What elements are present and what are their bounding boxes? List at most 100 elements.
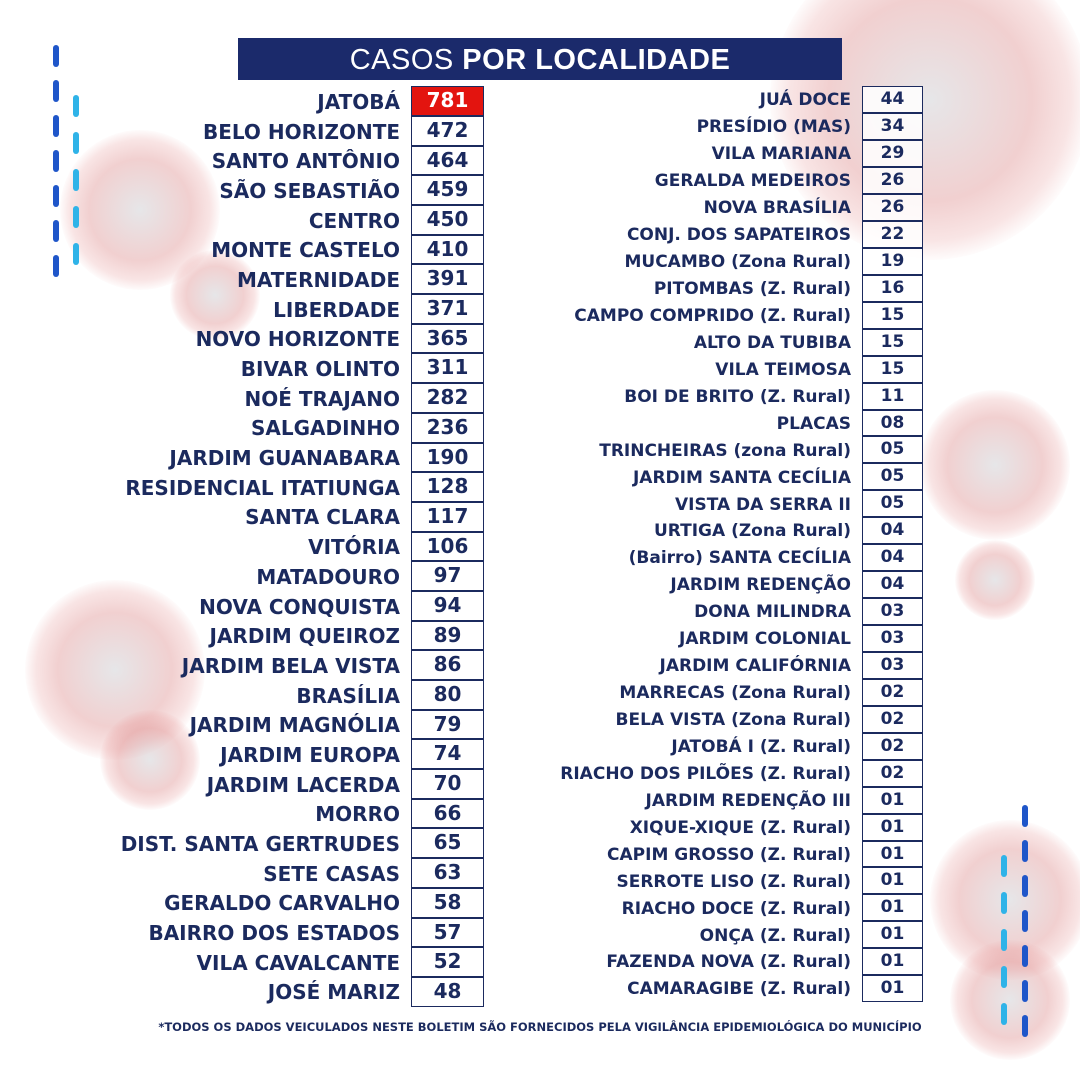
locality-name: DIST. SANTA GERTRUDES [120, 832, 400, 857]
table-row: JARDIM MAGNÓLIA 79 [100, 709, 484, 740]
table-row: NOVA CONQUISTA 94 [100, 590, 484, 622]
locality-name: JARDIM BELA VISTA [181, 653, 400, 678]
locality-name: NOVO HORIZONTE [195, 327, 400, 352]
locality-name: JATOBÁ I (Z. Rural) [671, 736, 851, 757]
case-count: 01 [862, 948, 923, 976]
locality-name: ALTO DA TUBIBA [693, 332, 851, 353]
case-count: 236 [411, 412, 484, 443]
title-light: CASOS [349, 44, 463, 76]
case-count: 04 [862, 517, 923, 545]
table-row: JARDIM COLONIAL 03 [529, 625, 923, 653]
table-row: CAMARAGIBE (Z. Rural) 01 [529, 975, 923, 1003]
table-row: MATADOURO 97 [100, 561, 484, 592]
table-row: MONTE CASTELO 410 [100, 234, 484, 265]
case-count: 22 [862, 220, 923, 248]
locality-name: NOVA BRASÍLIA [703, 198, 851, 219]
dash-decoration [1022, 840, 1028, 862]
locality-name: LIBERDADE [273, 297, 400, 322]
dash-decoration [1022, 980, 1028, 1002]
dash-decoration [53, 255, 59, 277]
table-row: JARDIM QUEIROZ 89 [100, 620, 484, 651]
locality-name: BOI DE BRITO (Z. Rural) [624, 386, 851, 407]
locality-name: SANTO ANTÔNIO [211, 149, 400, 174]
case-count: 464 [411, 145, 484, 176]
locality-name: JOSÉ MARIZ [267, 980, 400, 1005]
locality-name: JARDIM EUROPA [220, 742, 400, 767]
locality-name: VILA CAVALCANTE [196, 950, 400, 975]
locality-name: JARDIM LACERDA [206, 772, 400, 797]
dash-decoration [53, 150, 59, 172]
case-count: 05 [862, 463, 923, 491]
virus-illustration [950, 940, 1070, 1060]
table-row: JUÁ DOCE 44 [529, 86, 923, 114]
table-row: JARDIM LACERDA 70 [100, 769, 484, 800]
case-count: 04 [862, 544, 923, 572]
case-count: 01 [862, 975, 923, 1003]
case-count: 15 [862, 328, 923, 356]
table-row: BRASÍLIA 80 [100, 680, 484, 711]
dash-decoration [1022, 945, 1028, 967]
case-count: 48 [411, 976, 484, 1007]
locality-name: GERALDO CARVALHO [164, 891, 400, 916]
case-count: 29 [862, 140, 923, 168]
case-count: 02 [862, 678, 923, 706]
virus-illustration [60, 130, 220, 290]
locality-name: RESIDENCIAL ITATIUNGA [125, 475, 400, 500]
case-count: 01 [862, 813, 923, 841]
locality-name: JARDIM MAGNÓLIA [189, 713, 400, 738]
case-count: 03 [862, 598, 923, 625]
dash-decoration [73, 169, 79, 191]
table-row: VILA CAVALCANTE 52 [100, 947, 484, 978]
table-row: CENTRO 450 [100, 205, 484, 236]
case-count: 05 [862, 490, 923, 518]
case-count: 01 [862, 867, 923, 895]
locality-name: URTIGA (Zona Rural) [654, 521, 851, 542]
case-count: 391 [411, 264, 484, 295]
locality-name: GERALDA MEDEIROS [654, 171, 851, 192]
table-row: MORRO 66 [100, 798, 484, 830]
table-row: NOVO HORIZONTE 365 [100, 323, 484, 355]
locality-name: JARDIM REDENÇÃO [670, 575, 851, 596]
case-count: 57 [411, 917, 484, 948]
dash-decoration [1022, 805, 1028, 827]
case-count: 15 [862, 301, 923, 329]
locality-name: JARDIM GUANABARA [169, 446, 400, 471]
locality-name: CAMPO COMPRIDO (Z. Rural) [574, 305, 851, 326]
locality-name: BELO HORIZONTE [202, 119, 400, 144]
locality-name: (Bairro) SANTA CECÍLIA [628, 548, 851, 569]
table-row: VISTA DA SERRA II 05 [529, 490, 923, 518]
locality-name: CONJ. DOS SAPATEIROS [626, 225, 851, 246]
locality-name: BIVAR OLINTO [240, 357, 400, 382]
dash-decoration [53, 45, 59, 67]
table-row: DONA MILINDRA 03 [529, 598, 923, 626]
table-row: PITOMBAS (Z. Rural) 16 [529, 274, 923, 303]
locality-name: ONÇA (Z. Rural) [699, 925, 851, 946]
table-row: URTIGA (Zona Rural) 04 [529, 517, 923, 545]
table-row: CONJ. DOS SAPATEIROS 22 [529, 220, 923, 249]
table-row: BELO HORIZONTE 472 [100, 115, 484, 147]
table-row: XIQUE-XIQUE (Z. Rural) 01 [529, 813, 923, 841]
table-row: GERALDA MEDEIROS 26 [529, 167, 923, 195]
case-count: 02 [862, 759, 923, 787]
footer-note: *TODOS OS DADOS VEICULADOS NESTE BOLETIM… [158, 1020, 922, 1034]
locality-name: CAPIM GROSSO (Z. Rural) [607, 844, 851, 865]
case-count: 106 [411, 531, 484, 562]
virus-illustration [920, 390, 1070, 540]
locality-name: JATOBÁ [317, 89, 400, 114]
case-count: 04 [862, 571, 923, 599]
locality-name: PLACAS [776, 413, 851, 434]
locality-name: RIACHO DOS PILÕES (Z. Rural) [560, 763, 851, 784]
case-count: 01 [862, 921, 923, 949]
table-row: JATOBÁ I (Z. Rural) 02 [529, 732, 923, 761]
case-count: 94 [411, 590, 484, 621]
case-count: 89 [411, 620, 484, 651]
table-row: JARDIM SANTA CECÍLIA 05 [529, 463, 923, 491]
case-count: 52 [411, 947, 484, 977]
case-count: 79 [411, 709, 484, 740]
locality-name: TRINCHEIRAS (zona Rural) [599, 440, 851, 461]
virus-illustration [955, 540, 1035, 620]
table-row: DIST. SANTA GERTRUDES 65 [100, 828, 484, 859]
case-count: 05 [862, 436, 923, 464]
table-row: PRESÍDIO (MAS) 34 [529, 113, 923, 141]
locality-name: MUCAMBO (Zona Rural) [624, 252, 851, 273]
